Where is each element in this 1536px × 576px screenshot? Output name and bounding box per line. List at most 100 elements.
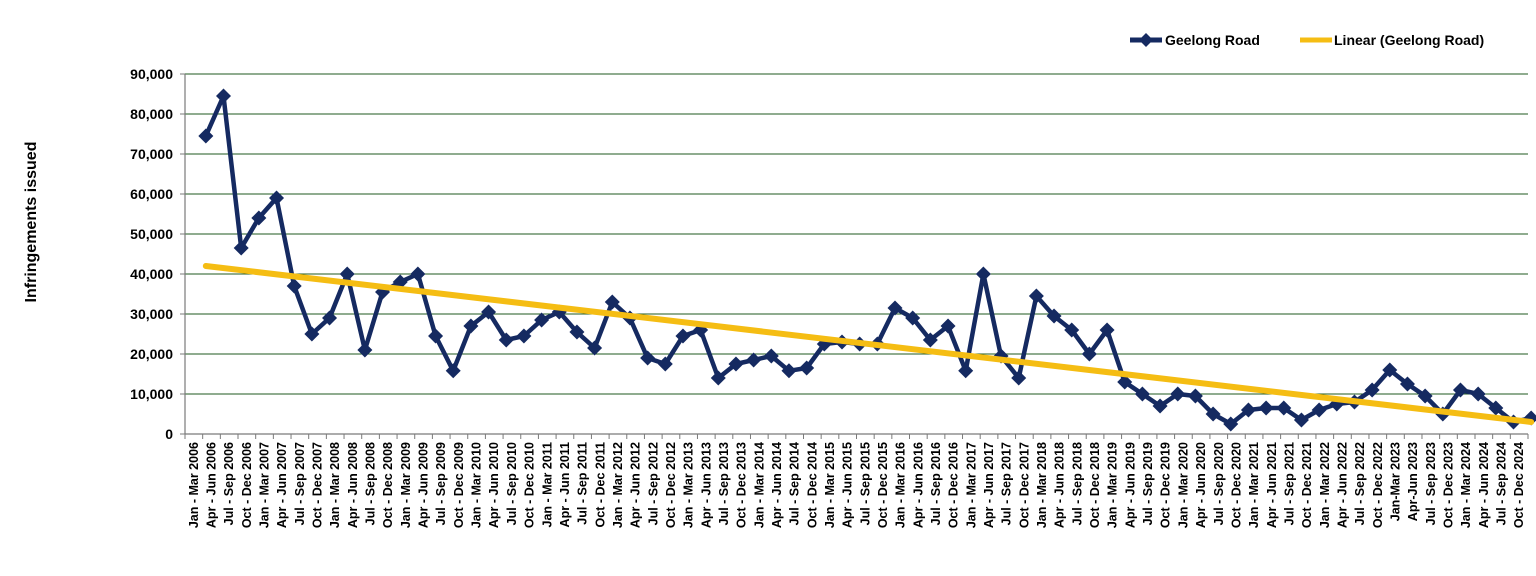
data-point	[569, 324, 585, 340]
data-point	[1011, 370, 1027, 386]
data-point	[1417, 388, 1433, 404]
trendline-linear	[202, 263, 1535, 425]
x-tick-label: Apr - Jun 2015	[841, 442, 855, 528]
x-tick-label: Apr - Jun 2012	[629, 442, 643, 528]
data-point	[1240, 402, 1256, 418]
y-tick-label: 90,000	[130, 66, 173, 82]
x-tick-label: Apr - Jun 2009	[417, 442, 431, 528]
x-tick-label: Jul - Sep 2014	[788, 442, 802, 525]
x-tick-label: Jan - Mar 2021	[1247, 442, 1261, 528]
data-point	[445, 363, 461, 379]
data-point	[640, 350, 656, 366]
data-point	[657, 356, 673, 372]
gridlines	[185, 73, 1528, 395]
data-point	[958, 363, 974, 379]
x-tick-label: Jul - Sep 2010	[505, 442, 519, 525]
x-tick-label: Apr - Jun 2022	[1335, 442, 1349, 528]
y-tick-label: 80,000	[130, 106, 173, 122]
series-line-geelong-road	[203, 93, 1532, 427]
x-tick-label: Jan - Mar 2019	[1106, 442, 1120, 528]
y-tick-label: 20,000	[130, 346, 173, 362]
x-tick-label: Jan-Mar 2023	[1388, 442, 1402, 521]
x-tick-label: Jul - Sep 2017	[1000, 442, 1014, 525]
data-point	[728, 356, 744, 372]
x-tick-label: Oct - Dec 2011	[593, 442, 607, 528]
x-tick-label: Apr - Jun 2010	[487, 442, 501, 528]
x-tick-label: Jul - Sep 2015	[858, 442, 872, 525]
x-tick-label: Oct - Dec 2008	[381, 442, 395, 528]
y-axis-label: Infringements issued	[23, 142, 40, 303]
data-point	[1223, 416, 1239, 432]
x-tick-label: Jul - Sep 2022	[1353, 442, 1367, 525]
y-tick-label: 10,000	[130, 386, 173, 402]
x-tick-label: Apr - Jun 2017	[982, 442, 996, 528]
x-tick-label: Jul - Sep 2009	[434, 442, 448, 525]
data-point	[498, 332, 514, 348]
x-tick-label: Jan - Mar 2022	[1318, 442, 1332, 528]
data-point	[763, 348, 779, 364]
x-tick-label: Oct - Dec 2021	[1300, 442, 1314, 528]
x-tick-label: Jan - Mar 2017	[964, 442, 978, 528]
data-point	[251, 210, 267, 226]
axes	[180, 73, 1529, 439]
data-point	[357, 342, 373, 358]
legend-item-linear-trend: Linear (Geelong Road)	[1300, 32, 1484, 48]
x-tick-label: Jan - Mar 2012	[611, 442, 625, 528]
x-tick-label: Jan - Mar 2016	[894, 442, 908, 528]
data-point	[746, 352, 762, 368]
series-layer	[198, 88, 1536, 432]
data-point	[1064, 322, 1080, 338]
y-tick-labels: 0 10,000 20,000 30,000 40,000 50,000 60,000 70,…	[130, 66, 173, 442]
x-tick-labels: Jan - Mar 2006 Apr - Jun 2006 Jul - Sep 20…	[187, 442, 1526, 528]
data-point	[1205, 406, 1221, 422]
data-point	[1134, 386, 1150, 402]
data-point	[1170, 386, 1186, 402]
x-tick-label: Jul - Sep 2016	[929, 442, 943, 525]
legend-label-series: Geelong Road	[1165, 32, 1260, 48]
data-point	[233, 240, 249, 256]
data-point	[975, 266, 991, 282]
x-tick-label: Apr - Jun 2016	[911, 442, 925, 528]
data-point	[322, 310, 338, 326]
y-tick-label: 70,000	[130, 146, 173, 162]
x-tick-label: Jul - Sep 2020	[1212, 442, 1226, 525]
y-tick-label: 50,000	[130, 226, 173, 242]
data-point	[216, 88, 232, 104]
data-point	[1258, 400, 1274, 416]
x-tick-label: Jul - Sep 2021	[1282, 442, 1296, 525]
data-point	[339, 266, 355, 282]
x-tick-label: Oct - Dec 2010	[523, 442, 537, 528]
x-tick-label: Apr - Jun 2013	[699, 442, 713, 528]
x-tick-label: Apr - Jun 2021	[1265, 442, 1279, 528]
data-point	[198, 128, 214, 144]
x-tick-label: Oct - Dec 2019	[1159, 442, 1173, 528]
data-point	[905, 310, 921, 326]
x-tick-label: Oct - Dec 2013	[735, 442, 749, 528]
x-tick-label: Apr - Jun 2019	[1123, 442, 1137, 528]
x-tick-label: Jul - Sep 2011	[576, 442, 590, 525]
data-point	[887, 300, 903, 316]
x-tick-label: Jan - Mar 2010	[470, 442, 484, 528]
legend-label-trend: Linear (Geelong Road)	[1334, 32, 1484, 48]
x-tick-label: Jan - Mar 2008	[328, 442, 342, 528]
data-point	[587, 340, 603, 356]
data-point	[410, 266, 426, 282]
data-point	[534, 312, 550, 328]
data-point	[1364, 382, 1380, 398]
x-tick-label: Jul - Sep 2012	[646, 442, 660, 525]
x-tick-label: Jul - Sep 2023	[1424, 442, 1438, 525]
legend-item-geelong-road: Geelong Road	[1130, 32, 1260, 48]
data-point	[304, 326, 320, 342]
x-tick-label: Apr - Jun 2018	[1053, 442, 1067, 528]
data-point	[1399, 376, 1415, 392]
x-tick-label: Apr-Jun 2023	[1406, 442, 1420, 521]
data-point	[799, 360, 815, 376]
data-point	[286, 278, 302, 294]
y-tick-label: 60,000	[130, 186, 173, 202]
data-point	[1028, 288, 1044, 304]
data-point	[922, 332, 938, 348]
x-tick-label: Jul - Sep 2007	[293, 442, 307, 525]
x-tick-label: Jul - Sep 2019	[1141, 442, 1155, 525]
x-tick-label: Jan - Mar 2015	[823, 442, 837, 528]
x-tick-label: Oct - Dec 2023	[1441, 442, 1455, 528]
